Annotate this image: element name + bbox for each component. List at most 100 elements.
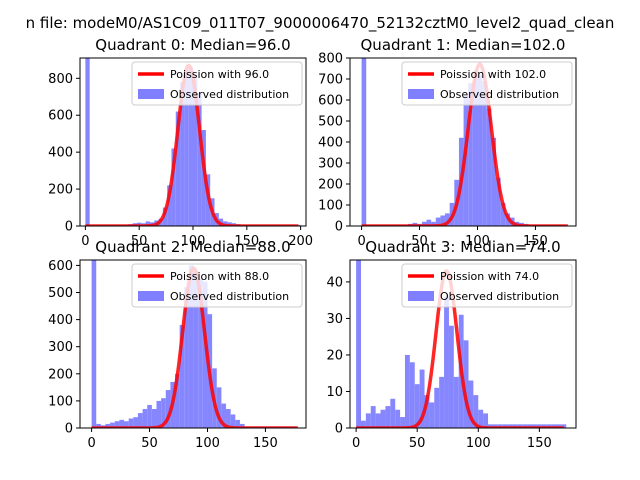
hist-bar	[532, 424, 537, 428]
hist-bar	[409, 362, 415, 428]
x-tick-label: 100	[195, 436, 220, 451]
y-tick-label: 40	[326, 275, 343, 290]
y-tick-label: 20	[326, 348, 343, 363]
hist-bar	[175, 111, 181, 226]
legend-fit-label: Poission with 88.0	[170, 270, 269, 283]
legend-hist-swatch	[138, 291, 164, 301]
hist-bar	[395, 409, 401, 428]
y-tick-label: 300	[318, 157, 343, 172]
hist-bar	[426, 219, 432, 226]
hist-bar	[561, 424, 567, 428]
legend-hist-label: Observed distribution	[440, 290, 559, 303]
x-tick-label: 100	[466, 436, 491, 451]
hist-bar	[517, 424, 523, 428]
hist-bar	[124, 421, 129, 428]
hist-bar	[424, 395, 430, 428]
hist-bar	[147, 404, 152, 428]
hist-bar	[198, 278, 203, 428]
hist-bar	[500, 202, 506, 226]
y-tick-label: 500	[318, 115, 343, 130]
hist-bar	[180, 82, 185, 226]
hist-bar	[435, 217, 441, 226]
legend-box	[401, 61, 573, 106]
legend: Poission with 96.0 Observed distribution	[131, 61, 303, 106]
hist-bar	[527, 424, 533, 428]
hist-bar	[536, 424, 542, 428]
legend-hist-label: Observed distribution	[170, 290, 289, 303]
hist-bar	[137, 413, 143, 428]
subplot-2: 0 50 100 150 0 100 200 300 400 500 600 Quadrant 2: …	[48, 238, 307, 451]
legend-box	[401, 263, 573, 308]
hist-bar	[429, 402, 435, 428]
hist-bar	[556, 424, 562, 428]
y-tick-label: 500	[48, 286, 73, 301]
y-tick-label: 700	[318, 73, 343, 88]
axes-frame	[79, 259, 307, 429]
hist-bar	[463, 340, 469, 428]
y-tick-label: 10	[326, 385, 343, 400]
y-tick-label: 100	[318, 199, 343, 214]
hist-bar	[360, 420, 366, 428]
x-tick-label: 50	[131, 234, 148, 249]
hist-bar	[477, 74, 483, 226]
y-tick-label: 600	[48, 109, 73, 124]
hist-bar	[235, 419, 240, 428]
x-tick-label: 50	[409, 436, 426, 451]
x-tick-label: 0	[352, 436, 360, 451]
legend-fit-label: Poission with 74.0	[440, 270, 539, 283]
hist-bar	[230, 414, 236, 428]
subplot-0: 0 50 100 150 200 0 200 400 600 800 Quadrant 0: Med…	[48, 36, 313, 249]
x-tick-label: 0	[81, 234, 89, 249]
y-tick-label: 800	[48, 72, 73, 87]
hist-bar	[453, 376, 459, 428]
y-tick-label: 200	[48, 367, 73, 382]
hist-bar	[512, 424, 518, 428]
hist-bar	[128, 418, 134, 428]
hist-bar	[223, 221, 228, 226]
hist-bar	[468, 83, 473, 226]
legend-fit-label: Poission with 102.0	[440, 68, 546, 81]
hist-bar	[167, 185, 172, 226]
y-tick-label: 600	[48, 259, 73, 274]
hist-bar	[145, 221, 150, 226]
hist-bar	[179, 325, 185, 428]
subplot-title: Quadrant 3: Median=74.0	[365, 238, 560, 256]
legend-hist-swatch	[408, 89, 434, 99]
hist-bar	[96, 423, 101, 428]
legend-hist-label: Observed distribution	[170, 88, 289, 101]
hist-bar	[483, 413, 489, 428]
hist-bar	[546, 424, 552, 428]
x-tick-label: 150	[527, 436, 552, 451]
legend: Poission with 74.0 Observed distribution	[401, 263, 573, 308]
hist-bar	[361, 58, 367, 226]
hist-bar	[184, 69, 189, 226]
y-tick-label: 0	[65, 422, 73, 437]
hist-bar	[488, 424, 493, 428]
legend: Poission with 88.0 Observed distribution	[131, 263, 303, 308]
hist-bar	[175, 373, 180, 428]
x-tick-label: 50	[411, 234, 428, 249]
hist-bar	[478, 409, 484, 428]
y-tick-label: 100	[48, 394, 73, 409]
y-tick-label: 400	[48, 146, 73, 161]
hist-bar	[184, 287, 189, 428]
hist-bar	[202, 281, 208, 428]
hist-bar	[162, 207, 168, 226]
hist-bar	[365, 413, 371, 428]
hist-bar	[473, 395, 479, 428]
hist-bar	[541, 424, 547, 428]
x-tick-label: 0	[87, 436, 95, 451]
x-tick-label: 150	[523, 234, 548, 249]
hist-bar	[434, 387, 440, 428]
hist-bar	[502, 424, 508, 428]
hist-bar	[431, 221, 436, 226]
hist-bar	[507, 424, 513, 428]
hist-bar	[119, 419, 125, 428]
hist-bar	[216, 387, 222, 428]
hist-bar	[482, 81, 487, 226]
subplot-1: 0 50 100 150 0 100 200 300 400 500 600 700 800 Quadra…	[318, 36, 577, 249]
hist-bar	[486, 108, 492, 226]
hist-bar	[445, 213, 450, 226]
